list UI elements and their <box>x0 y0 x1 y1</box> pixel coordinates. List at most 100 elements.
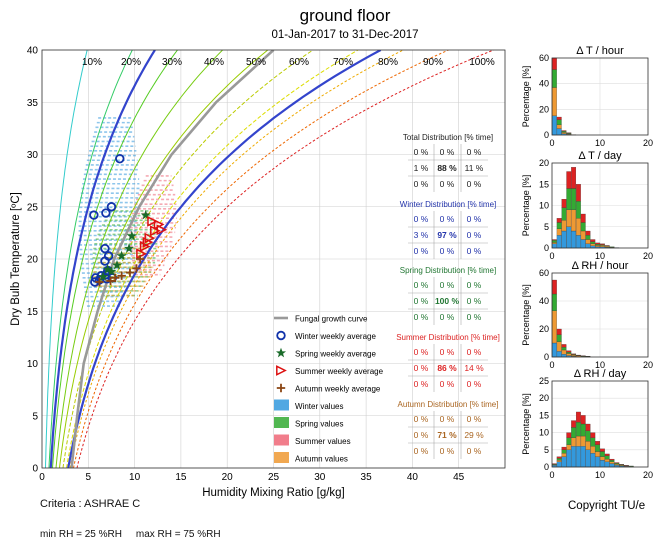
histogram-bar <box>590 239 596 242</box>
histogram-bar <box>575 446 581 468</box>
histogram-bar <box>585 441 591 450</box>
histogram-bar <box>609 461 615 464</box>
histogram-bar <box>566 351 572 354</box>
histogram-bar <box>566 350 572 353</box>
distribution-cell: 0 % <box>414 296 429 306</box>
legend-label: Autumn values <box>295 455 348 464</box>
histogram-bar <box>590 446 596 454</box>
data-point <box>132 264 141 273</box>
delta-rh-hour: 0 20 40 60 0 10 20 Δ RH / hour Percentage [%] <box>521 260 653 370</box>
histogram-bar <box>575 422 581 437</box>
data-point <box>126 230 137 241</box>
histogram-bar <box>556 341 562 352</box>
rh-label: 100% <box>469 57 495 68</box>
distribution-table: Winter Distribution [% time] 0 % 0 % 0 % 3 %… <box>400 200 496 259</box>
distribution-cell: 1 % <box>414 163 429 173</box>
distribution-title: Autumn Distribution [% time] <box>398 400 499 409</box>
histogram-bar <box>590 241 596 244</box>
histogram-bar <box>585 230 591 236</box>
data-point <box>89 210 99 220</box>
chart-title: ground floor <box>300 6 391 25</box>
panel-y-tick: 10 <box>539 201 549 211</box>
histogram-bar <box>571 188 577 210</box>
distribution-cell: 0 % <box>414 347 429 357</box>
histogram-bar <box>561 132 567 134</box>
distribution-cell: 0 % <box>467 379 482 389</box>
histogram-bar <box>551 279 557 295</box>
panel-y-tick: 10 <box>539 428 549 438</box>
histogram-bar <box>571 167 577 189</box>
x-tick-label: 45 <box>453 472 465 483</box>
legend-label: Spring weekly average <box>295 350 376 359</box>
histogram-bar <box>561 220 567 232</box>
distribution-cell: 0 % <box>414 246 429 256</box>
rh-label: 60% <box>289 57 309 68</box>
histogram-bar <box>590 437 596 447</box>
histogram-bar <box>580 213 586 223</box>
histogram-bar <box>566 171 572 189</box>
legend-entry: Spring weekly average <box>275 347 376 359</box>
rh-curve-40 <box>55 50 223 468</box>
panel-y-label: Percentage [%] <box>521 284 531 346</box>
y-tick-label: 0 <box>32 464 38 475</box>
histogram-bar <box>599 243 605 245</box>
histogram-bar <box>566 353 572 356</box>
x-tick-label: 0 <box>39 472 45 483</box>
data-point <box>103 251 114 261</box>
histogram-bar <box>561 344 567 348</box>
data-point <box>100 243 110 254</box>
y-tick-label: 25 <box>27 202 39 213</box>
panel-y-tick: 40 <box>539 79 549 89</box>
distribution-cell: 0 % <box>467 414 482 424</box>
histogram-bar <box>614 464 620 466</box>
histogram-bar <box>561 230 567 249</box>
y-tick-label: 40 <box>27 46 39 57</box>
histogram-bar <box>571 353 577 355</box>
distribution-cell: 0 % <box>414 147 429 157</box>
histogram-bar <box>551 242 557 244</box>
panel-x-tick: 20 <box>643 251 653 261</box>
legend-label: Summer values <box>295 437 351 446</box>
distribution-cell: 0 % <box>414 312 429 322</box>
series-spring <box>98 209 151 282</box>
panel-y-tick: 15 <box>539 179 549 189</box>
legend-label: Winter weekly average <box>295 332 376 341</box>
distribution-cell: 0 % <box>467 296 482 306</box>
distribution-cell: 88 % <box>437 163 457 173</box>
distribution-cell: 0 % <box>414 446 429 456</box>
distribution-cell: 0 % <box>414 280 429 290</box>
distribution-cell: 86 % <box>437 363 457 373</box>
panel-y-tick: 15 <box>539 410 549 420</box>
legend-label: Spring values <box>295 420 343 429</box>
histogram-bar <box>575 411 581 423</box>
histogram-bar <box>595 456 601 468</box>
rh-curve-20 <box>48 50 133 468</box>
histogram-bar <box>551 240 557 243</box>
histogram-bar <box>580 415 586 425</box>
legend-swatch <box>275 347 287 358</box>
data-point <box>95 277 104 287</box>
histogram-bar <box>604 455 610 460</box>
histogram-bar <box>575 435 581 447</box>
histogram-bar <box>590 243 596 246</box>
x-tick-label: 20 <box>222 472 234 483</box>
rh-limits-text: min RH = 25 %RH max RH = 75 %RH <box>40 529 221 540</box>
data-point <box>117 271 126 280</box>
histogram-bar <box>571 209 577 232</box>
distribution-table: Total Distribution [% time] 0 % 0 % 0 % 1 % 8… <box>403 133 493 192</box>
panel-y-tick: 0 <box>544 243 549 253</box>
histogram-bar <box>566 188 572 210</box>
histogram-bar <box>604 453 610 456</box>
histogram-bar <box>580 230 586 240</box>
histogram-bar <box>551 243 557 249</box>
histogram-bar <box>575 218 581 236</box>
histogram-bar <box>580 423 586 437</box>
histogram-bar <box>609 458 615 461</box>
distribution-cell: 29 % <box>464 430 484 440</box>
distribution-cell: 0 % <box>440 446 455 456</box>
distribution-cell: 3 % <box>414 230 429 240</box>
histogram-bar <box>561 349 567 355</box>
distribution-title: Spring Distribution [% time] <box>400 266 496 275</box>
delta-t-day: 0 5 10 15 20 0 10 20 Δ T / day Percentage [%] <box>521 150 653 261</box>
delta-rh-day: 0 5 10 15 20 25 0 10 20 Δ RH / day Percentage [%] <box>521 368 653 480</box>
